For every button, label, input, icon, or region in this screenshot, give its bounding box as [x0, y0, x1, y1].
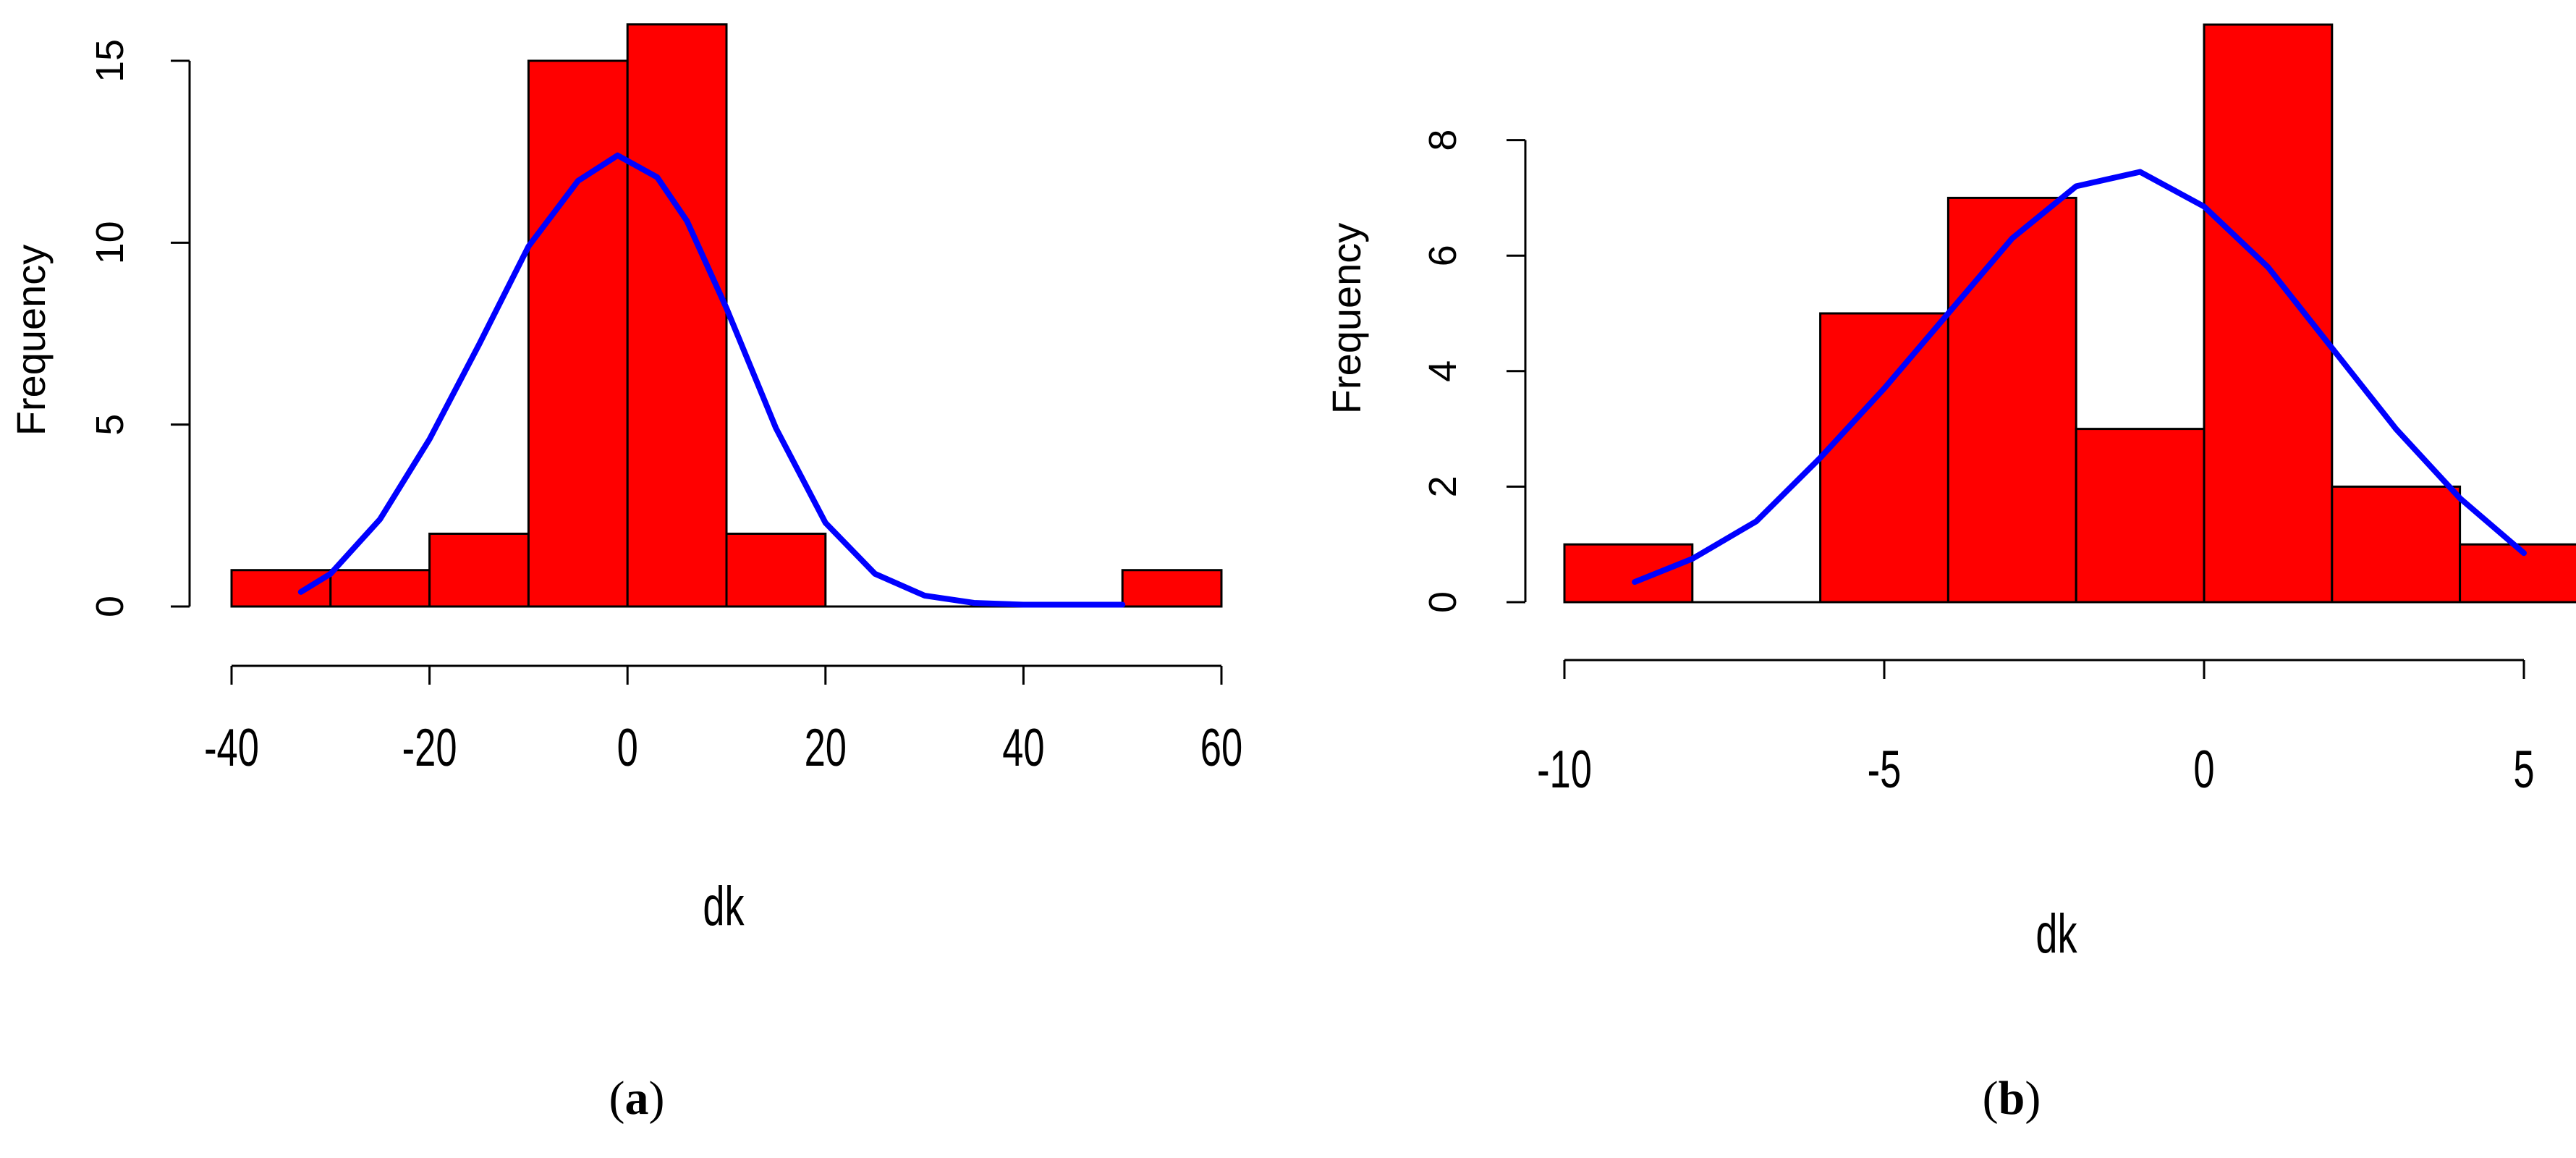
panel-caption-b: (b)	[1982, 1072, 2041, 1125]
x-tick-label: 20	[805, 717, 847, 777]
histogram-bar	[230, 569, 332, 608]
histogram-bar	[1819, 312, 1949, 604]
y-tick-label: 0	[88, 596, 132, 617]
histogram-panel-b: -10 -5 0 5 0 2 4 6 8 dk Frequency (b)	[1288, 0, 2576, 1158]
density-curve	[297, 152, 1126, 608]
histogram-bar	[2331, 485, 2462, 604]
y-tick-label: 15	[88, 39, 132, 83]
histogram-bar	[626, 23, 728, 608]
y-tick-label: 4	[1421, 360, 1465, 382]
histogram-chart-a: -40 -20 0 20 40 60 0 5 10 15 dk Frequency	[8, 23, 1242, 937]
x-tick-label: 60	[1200, 717, 1242, 777]
x-tick-label: -10	[1537, 739, 1592, 799]
y-axis-label: Frequency	[8, 245, 54, 436]
histogram-bar	[428, 532, 530, 608]
histogram-bar	[2203, 23, 2334, 604]
histogram-bar	[527, 59, 629, 608]
x-axis-label: dk	[703, 875, 745, 937]
x-tick-label: -40	[204, 717, 259, 777]
x-tick-label: 40	[1002, 717, 1044, 777]
x-tick-label: -20	[402, 717, 457, 777]
y-tick-label: 6	[1421, 245, 1465, 266]
y-tick-label: 8	[1421, 130, 1465, 151]
panel-label-b: b	[1998, 1072, 2025, 1125]
y-tick-label: 5	[88, 414, 132, 436]
y-tick-label: 2	[1421, 476, 1465, 497]
density-curve	[1632, 169, 2527, 586]
histogram-bar	[1946, 196, 2077, 604]
x-tick-label: 5	[2513, 739, 2534, 799]
y-tick-label: 0	[1421, 591, 1465, 613]
panel-caption-a: (a)	[609, 1072, 665, 1125]
x-tick-label: 0	[2193, 739, 2214, 799]
histogram-bar	[329, 569, 431, 608]
histogram-bar	[1121, 569, 1223, 608]
y-tick-label: 10	[88, 221, 132, 264]
x-tick-label: -5	[1868, 739, 1902, 799]
histogram-bar	[1563, 543, 1694, 604]
histogram-panel-a: -40 -20 0 20 40 60 0 5 10 15 dk Frequency (a)	[8, 23, 1242, 1125]
x-axis-label: dk	[2035, 903, 2077, 964]
panel-label-a: a	[624, 1072, 649, 1125]
histogram-chart-b: -10 -5 0 5 0 2 4 6 8 dk Frequency	[1323, 23, 2576, 964]
histogram-bar	[2459, 543, 2576, 604]
x-tick-label: 0	[617, 717, 638, 777]
histogram-bar	[725, 532, 827, 608]
y-axis-label: Frequency	[1323, 223, 1369, 415]
histogram-bar	[2075, 428, 2206, 604]
